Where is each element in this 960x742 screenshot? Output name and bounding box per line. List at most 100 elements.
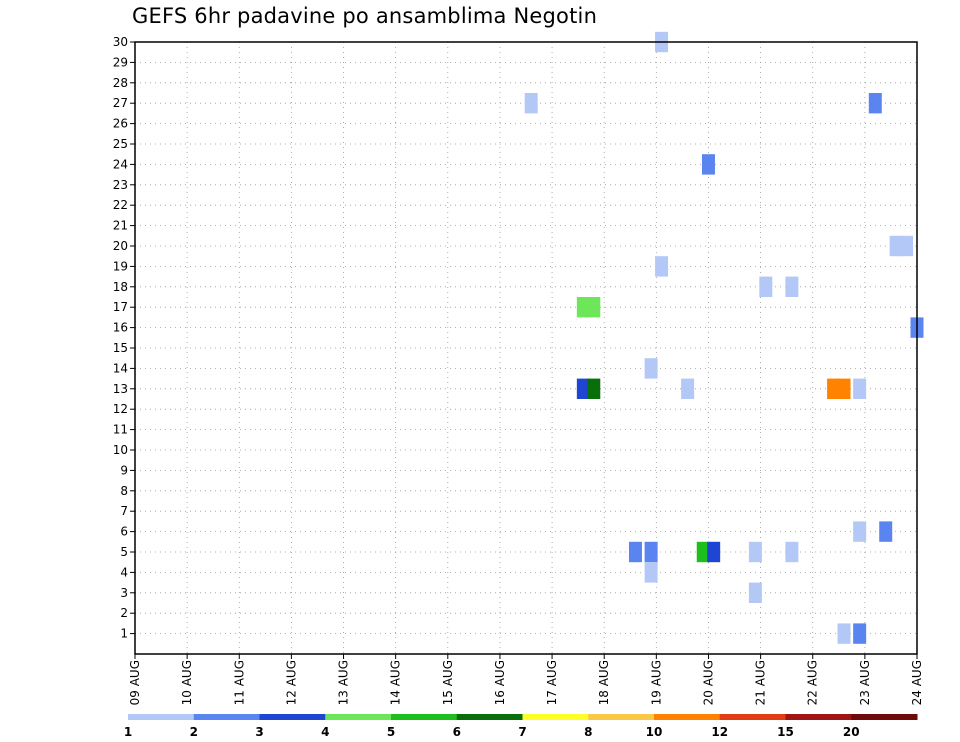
y-tick-label: 14	[113, 361, 128, 375]
y-tick-label: 10	[113, 443, 128, 457]
x-tick-label: 15 AUG	[441, 660, 455, 705]
heatmap-cell	[576, 378, 590, 399]
chart-title: GEFS 6hr padavine po ansamblima Negotin	[132, 4, 598, 28]
y-tick-label: 11	[113, 423, 128, 437]
y-tick-label: 24	[113, 157, 128, 171]
heatmap-cell	[655, 256, 669, 277]
y-tick-label: 2	[120, 606, 128, 620]
legend-swatch	[851, 714, 918, 720]
heatmap-cell	[853, 378, 867, 399]
x-axis: 09 AUG 10 AUG 11 AUG 12 AUG 13 AUG 14 AUG 15 A…	[128, 654, 924, 705]
heatmap-cell	[524, 93, 538, 114]
legend-label: 6	[453, 725, 461, 739]
heatmap-cell	[879, 521, 893, 542]
y-tick-label: 4	[120, 565, 128, 579]
x-tick-label: 18 AUG	[597, 660, 611, 705]
heatmap-cell	[681, 378, 695, 399]
legend-label: 4	[321, 725, 329, 739]
x-tick-label: 20 AUG	[701, 660, 715, 705]
y-tick-label: 16	[113, 321, 128, 335]
y-tick-label: 3	[120, 586, 128, 600]
legend-swatch	[128, 714, 195, 720]
legend-swatch	[588, 714, 655, 720]
grid-lines	[135, 42, 917, 654]
x-tick-label: 21 AUG	[754, 660, 768, 705]
y-tick-label: 22	[113, 198, 128, 212]
heatmap-cell	[644, 541, 658, 563]
heatmap-cell	[707, 541, 721, 563]
legend-swatch	[325, 714, 392, 720]
heatmap-cell	[837, 623, 851, 644]
x-tick-label: 16 AUG	[493, 660, 507, 705]
legend-label: 15	[777, 725, 794, 739]
y-tick-label: 27	[113, 96, 128, 110]
heatmap-cell	[837, 378, 851, 399]
y-tick-label: 6	[120, 525, 128, 539]
y-tick-label: 18	[113, 280, 128, 294]
heatmap-cell	[748, 541, 762, 563]
x-tick-label: 14 AUG	[389, 660, 403, 705]
y-tick-label: 15	[113, 341, 128, 355]
y-tick-label: 30	[113, 35, 128, 49]
heatmap-cell	[748, 582, 762, 603]
y-tick-label: 1	[120, 627, 128, 641]
legend-label: 20	[843, 725, 860, 739]
y-axis: 1234567891011121314151617181920212223242…	[113, 35, 135, 641]
x-tick-label: 13 AUG	[337, 660, 351, 705]
x-tick-label: 23 AUG	[858, 660, 872, 705]
y-tick-label: 13	[113, 382, 128, 396]
x-tick-label: 11 AUG	[232, 660, 246, 705]
y-tick-label: 20	[113, 239, 128, 253]
legend-swatch	[391, 714, 458, 720]
heatmap-cell	[785, 541, 799, 563]
heatmap-cell	[827, 378, 841, 399]
y-tick-label: 17	[113, 300, 128, 314]
y-tick-label: 26	[113, 117, 128, 131]
legend-label: 2	[190, 725, 198, 739]
x-tick-label: 12 AUG	[284, 660, 298, 705]
y-tick-label: 23	[113, 178, 128, 192]
x-tick-label: 22 AUG	[806, 660, 820, 705]
y-tick-label: 12	[113, 402, 128, 416]
heatmap-cells	[524, 31, 924, 644]
legend-swatch	[259, 714, 326, 720]
legend-label: 12	[711, 725, 728, 739]
heatmap-cell	[759, 276, 773, 297]
y-tick-label: 5	[120, 545, 128, 559]
heatmap-cell	[900, 235, 914, 257]
legend-swatch	[456, 714, 523, 720]
legend-label: 3	[255, 725, 263, 739]
heatmap-cell	[628, 541, 642, 563]
legend-swatch	[785, 714, 852, 720]
y-tick-label: 8	[120, 484, 128, 498]
x-tick-label: 24 AUG	[910, 660, 924, 705]
y-tick-label: 25	[113, 137, 128, 151]
y-tick-label: 7	[120, 504, 128, 518]
legend-swatch	[193, 714, 260, 720]
heatmap-cell	[701, 154, 715, 175]
heatmap-cell	[587, 297, 601, 318]
legend-swatch	[522, 714, 589, 720]
x-tick-label: 10 AUG	[180, 660, 194, 705]
color-legend: 1 2 3 4 5 6 7 8 10 12 15 20	[124, 714, 918, 739]
legend-label: 8	[584, 725, 592, 739]
heatmap-cell	[853, 521, 867, 542]
y-tick-label: 29	[113, 55, 128, 69]
heatmap-cell	[587, 378, 601, 399]
legend-swatch	[654, 714, 721, 720]
heatmap-cell	[576, 297, 590, 318]
heatmap-cell	[853, 623, 867, 644]
legend-label: 1	[124, 725, 132, 739]
y-tick-label: 28	[113, 76, 128, 90]
x-tick-label: 17 AUG	[545, 660, 559, 705]
heatmap-cell	[644, 358, 658, 379]
legend-label: 5	[387, 725, 395, 739]
x-tick-label: 19 AUG	[649, 660, 663, 705]
x-tick-label: 09 AUG	[128, 660, 142, 705]
heatmap-cell	[889, 235, 903, 257]
legend-label: 7	[518, 725, 526, 739]
legend-swatch	[719, 714, 786, 720]
heatmap-cell	[868, 93, 882, 114]
heatmap-cell	[696, 541, 710, 563]
